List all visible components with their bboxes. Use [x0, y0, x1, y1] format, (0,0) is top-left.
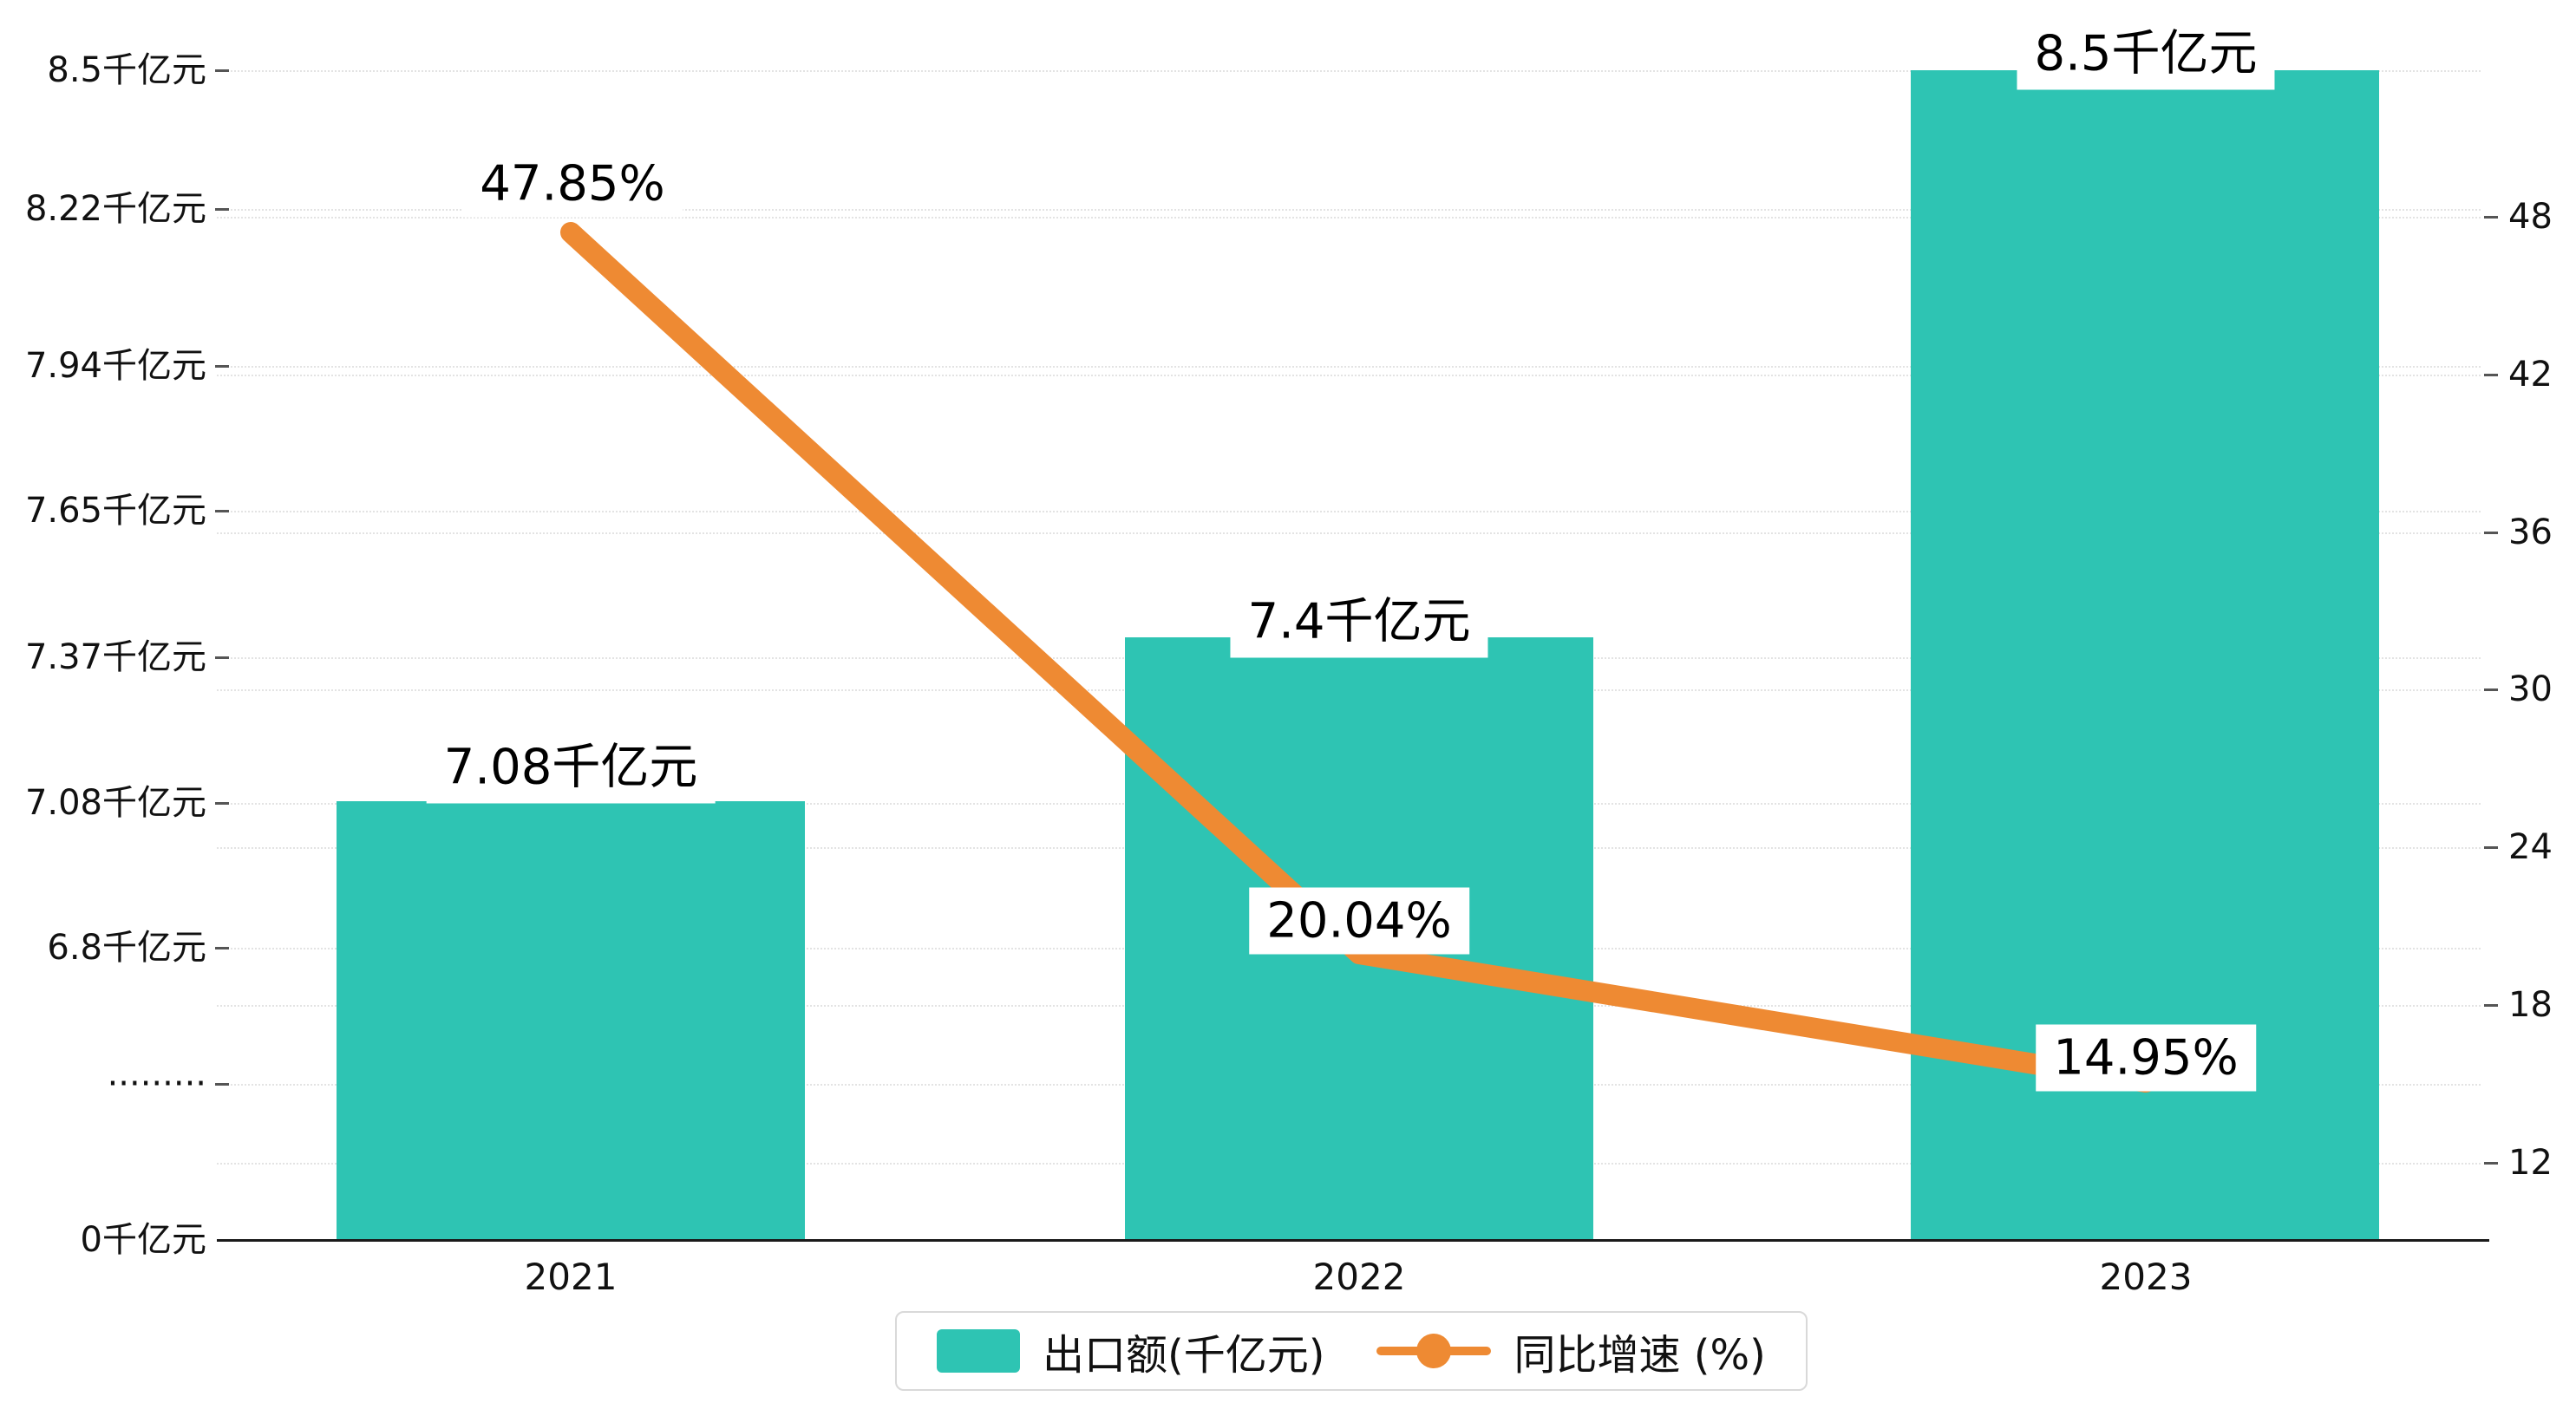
gridline — [217, 366, 2481, 368]
line-value-label: 20.04% — [1249, 887, 1469, 955]
bar-value-label: 7.08千亿元 — [426, 722, 716, 804]
left-axis-tick — [215, 1083, 229, 1086]
bar-value-label: 8.5千亿元 — [2017, 9, 2275, 90]
legend-item-growth[interactable]: 同比增速 (%) — [1376, 1321, 1766, 1381]
right-axis-label: 48 — [2508, 197, 2553, 237]
line-value-label: 14.95% — [2036, 1024, 2256, 1092]
x-axis-label-2021: 2021 — [524, 1256, 618, 1298]
right-axis-tick — [2484, 846, 2498, 849]
right-axis-tick — [2484, 216, 2498, 219]
right-axis-tick — [2484, 1004, 2498, 1007]
legend-label: 出口额(千亿元) — [1043, 1331, 1325, 1380]
right-axis-label: 30 — [2508, 669, 2553, 709]
right-axis-label: 24 — [2508, 827, 2553, 867]
right-axis-tick — [2484, 532, 2498, 534]
gridline — [217, 209, 2481, 211]
left-axis-tick — [215, 947, 229, 949]
right-axis-tick — [2484, 374, 2498, 376]
right-axis-label: 36 — [2508, 512, 2553, 552]
left-axis-label: 6.8千亿元 — [47, 928, 206, 968]
right-axis-label: 42 — [2508, 355, 2553, 395]
bar-value-label: 7.4千亿元 — [1230, 577, 1488, 658]
right-axis-label: 18 — [2508, 985, 2553, 1025]
left-axis-label: 7.37千亿元 — [24, 637, 206, 677]
line-series-marker — [1376, 1331, 1492, 1371]
left-axis-tick — [215, 656, 229, 659]
legend: 出口额(千亿元) 同比增速 (%) — [895, 1311, 1808, 1391]
x-axis-label-2023: 2023 — [2099, 1256, 2193, 1298]
left-axis-label: 0千亿元 — [80, 1220, 206, 1260]
left-axis-tick — [215, 510, 229, 512]
left-axis-tick — [215, 208, 229, 211]
left-axis-label: 7.65千亿元 — [24, 491, 206, 531]
line-value-label: 47.85% — [462, 150, 683, 218]
legend-label: 同比增速 (%) — [1514, 1331, 1766, 1380]
gridline — [217, 375, 2481, 376]
right-axis-tick — [2484, 688, 2498, 691]
gridline — [217, 532, 2481, 534]
bar-series-swatch — [937, 1329, 1020, 1373]
left-axis-label: 7.08千亿元 — [24, 783, 206, 823]
right-axis-tick — [2484, 1162, 2498, 1165]
line-marker-dot — [1416, 1334, 1452, 1368]
legend-item-export[interactable]: 出口额(千亿元) — [937, 1321, 1324, 1381]
left-axis-tick — [215, 69, 229, 72]
left-axis-label: 8.5千亿元 — [47, 50, 206, 90]
gridline — [217, 217, 2481, 219]
gridline — [217, 70, 2481, 72]
right-axis-label: 12 — [2508, 1143, 2553, 1183]
gridline — [217, 511, 2481, 512]
left-axis-label: 8.22千亿元 — [24, 189, 206, 229]
left-axis-tick — [215, 365, 229, 368]
bar-2021[interactable] — [337, 801, 805, 1240]
x-axis-line — [217, 1239, 2489, 1242]
left-axis-break-label: ········· — [107, 1064, 206, 1104]
left-axis-tick — [215, 802, 229, 805]
x-axis-label-2022: 2022 — [1312, 1256, 1406, 1298]
left-axis-label: 7.94千亿元 — [24, 346, 206, 386]
